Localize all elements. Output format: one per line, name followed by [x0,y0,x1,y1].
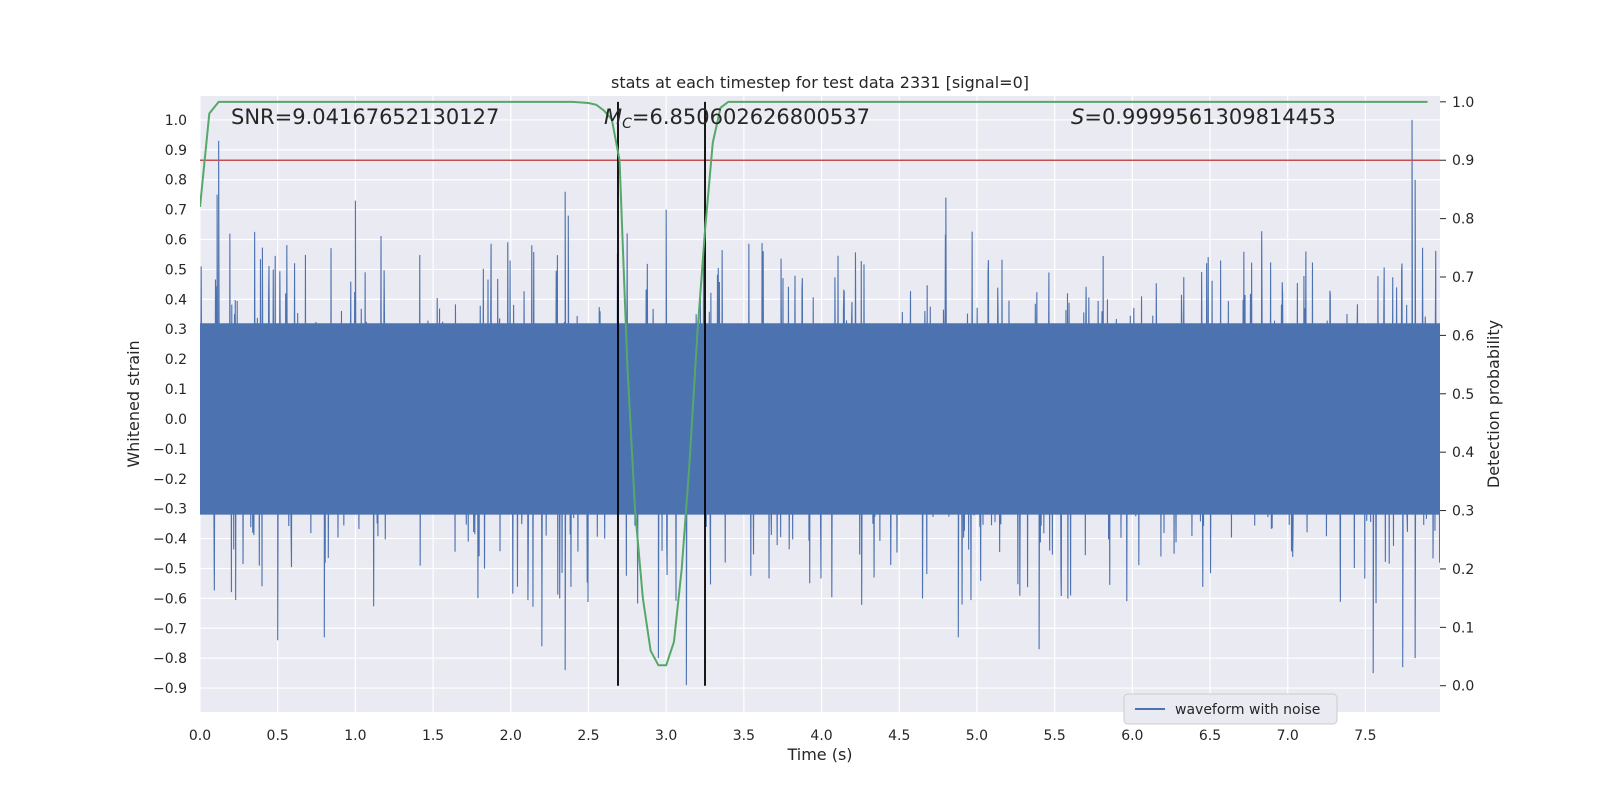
x-tick-label: 0.5 [267,728,289,744]
x-axis: 0.0 0.5 1.0 1.5 2.0 2.5 3.0 3.5 4.0 4.5 5.0 5.5 6.0 6… [189,728,1377,744]
y-tick-label: 0.2 [165,352,187,368]
y-tick-label: 0.7 [165,203,187,219]
y-tick-label: −0.4 [153,532,187,548]
y-axis-label: Whitened strain [124,340,143,467]
y-tick-label: −0.9 [153,681,187,697]
y2-tick-label: 1.0 [1452,95,1474,111]
y2-tick-label: 0.8 [1452,212,1474,228]
overlays [200,100,1440,686]
y-axis-left: 1.0 0.9 0.8 0.7 0.6 0.5 0.4 0.3 0.2 0.1 0.0 −0.1 −0.… [153,113,187,697]
y2-tick-label: 0.2 [1452,562,1474,578]
x-tick-label: 4.0 [810,728,832,744]
chart-title: stats at each timestep for test data 233… [611,73,1029,92]
x-tick-label: 6.5 [1199,728,1221,744]
y2-tick-label: 0.1 [1452,620,1474,636]
x-tick-label: 7.0 [1277,728,1299,744]
probability-line [200,100,1428,667]
chirp-mass-value: =6.850602626800537 [632,105,870,129]
y2-tick-label: 0.3 [1452,504,1474,520]
x-tick-label: 3.0 [655,728,677,744]
y2-tick-label: 0.7 [1452,270,1474,286]
chirp-mass-symbol: M [604,105,622,129]
x-tick-label: 6.0 [1121,728,1143,744]
y-axis-right: 1.0 0.9 0.8 0.7 0.6 0.5 0.4 0.3 0.2 0.1 0.0 [1440,95,1474,695]
x-tick-label: 4.5 [888,728,910,744]
y-tick-label: −0.3 [153,502,187,518]
x-tick-label: 2.5 [577,728,599,744]
score-symbol: S [1071,105,1084,129]
x-tick-label: 1.5 [422,728,444,744]
y2-tick-label: 0.4 [1452,445,1474,461]
score-annotation: S=0.9999561309814453 [1071,105,1336,129]
waveform-series [200,119,1440,686]
y-tick-label: 0.0 [165,412,187,428]
y-tick-label: 0.6 [165,233,187,249]
score-value: =0.9999561309814453 [1084,105,1335,129]
y-tick-label: −0.6 [153,591,187,607]
legend-entry: waveform with noise [1175,702,1320,718]
x-tick-label: 7.5 [1354,728,1376,744]
y-tick-label: 0.5 [165,262,187,278]
y-tick-label: −0.7 [153,621,187,637]
y-tick-label: 0.9 [165,143,187,159]
snr-annotation: SNR=9.04167652130127 [231,105,499,129]
y2-tick-label: 0.5 [1452,387,1474,403]
y-tick-label: −0.1 [153,442,187,458]
legend: waveform with noise [1123,693,1338,725]
waveform-line [200,119,1440,686]
x-tick-label: 2.0 [500,728,522,744]
y-tick-label: −0.2 [153,472,187,488]
y-tick-label: 0.3 [165,322,187,338]
x-axis-label: Time (s) [786,745,852,764]
y-tick-label: 0.8 [165,173,187,189]
y2-axis-label: Detection probability [1484,320,1503,488]
chirp-mass-annotation: MC=6.850602626800537 [604,105,870,132]
y-tick-label: −0.5 [153,561,187,577]
y2-tick-label: 0.6 [1452,328,1474,344]
y-tick-label: 1.0 [165,113,187,129]
chirp-mass-subscript: C [622,116,632,132]
y2-tick-label: 0.0 [1452,679,1474,695]
x-tick-label: 1.0 [344,728,366,744]
x-tick-label: 3.5 [733,728,755,744]
y-tick-label: 0.4 [165,292,187,308]
y-tick-label: −0.8 [153,651,187,667]
x-tick-label: 0.0 [189,728,211,744]
y2-tick-label: 0.9 [1452,153,1474,169]
x-tick-label: 5.5 [1044,728,1066,744]
legend-box [1123,693,1338,725]
y-tick-label: 0.1 [165,382,187,398]
x-tick-label: 5.0 [966,728,988,744]
